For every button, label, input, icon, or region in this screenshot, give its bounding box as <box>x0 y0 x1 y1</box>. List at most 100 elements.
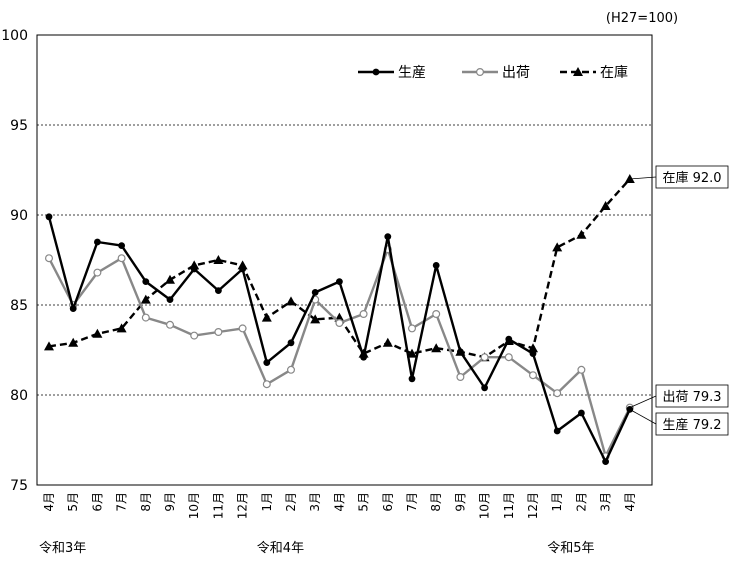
data-point <box>578 409 585 417</box>
x-tick-label: 6月 <box>90 492 104 512</box>
data-point <box>92 328 103 338</box>
callout-leader <box>629 395 657 408</box>
data-point <box>238 324 247 333</box>
x-tick-label: 4月 <box>623 492 637 512</box>
callout-label: 出荷 79.3 <box>662 390 721 405</box>
data-point <box>624 174 635 183</box>
y-tick-label: 90 <box>10 208 28 224</box>
x-tick-label: 5月 <box>66 492 80 512</box>
data-point <box>335 319 344 328</box>
x-tick-label: 6月 <box>381 492 395 512</box>
data-point <box>528 343 538 353</box>
data-point <box>602 458 609 465</box>
data-point <box>577 365 586 374</box>
data-point <box>552 242 563 252</box>
data-point <box>69 305 77 312</box>
data-point <box>215 287 222 294</box>
data-point <box>408 324 417 333</box>
data-point <box>359 310 368 319</box>
data-point <box>480 353 489 362</box>
data-point <box>140 294 151 304</box>
x-tick-label: 10月 <box>478 492 492 519</box>
x-tick-label: 11月 <box>502 492 516 519</box>
x-tick-label: 2月 <box>574 492 588 512</box>
callout-leader <box>629 176 657 180</box>
data-point <box>360 353 367 361</box>
year-label: 令和5年 <box>547 541 594 556</box>
data-point <box>432 262 440 269</box>
x-tick-label: 3月 <box>599 492 613 512</box>
data-point <box>505 335 513 343</box>
data-point <box>529 350 537 357</box>
plot-frame <box>36 34 653 486</box>
data-point <box>408 375 416 383</box>
data-point <box>504 353 513 362</box>
series-line <box>47 216 631 463</box>
callout-box <box>655 412 729 436</box>
data-point <box>287 339 295 347</box>
data-point <box>626 406 634 413</box>
x-tick-label: 2月 <box>284 492 298 512</box>
data-point <box>190 331 199 340</box>
year-labels: 令和3年 令和4年 令和5年 <box>39 541 594 556</box>
data-point <box>44 254 53 263</box>
data-point <box>239 265 247 273</box>
year-label: 令和4年 <box>257 541 304 556</box>
x-tick-label: 9月 <box>163 492 177 512</box>
year-label: 令和3年 <box>39 541 86 556</box>
x-axis-ticks: 4月 5月 6月 7月 8月 9月 10月 11月 12月 1月 2月 3月 4月 5月 6月 7月 8月 9月 1… <box>42 492 637 519</box>
data-point <box>431 343 442 353</box>
y-tick-label: 85 <box>10 298 28 314</box>
data-point <box>214 328 223 337</box>
data-point <box>481 384 488 392</box>
legend: 生産 出荷 在庫 <box>358 64 628 81</box>
unit-note: (H27=100) <box>606 11 678 26</box>
data-point <box>553 389 562 398</box>
series-lines <box>44 174 635 465</box>
x-tick-label: 7月 <box>405 492 419 512</box>
data-point <box>311 289 319 296</box>
y-tick-label: 95 <box>10 118 28 134</box>
x-tick-label: 1月 <box>550 492 564 512</box>
data-point <box>432 310 441 319</box>
data-point <box>68 337 79 347</box>
legend-marker <box>573 67 583 76</box>
y-axis-ticks: 75 80 85 90 95 100 <box>1 28 28 494</box>
callout-label: 在庫 92.0 <box>662 171 721 186</box>
data-point <box>93 268 102 277</box>
x-tick-label: 3月 <box>308 492 322 512</box>
data-point <box>384 233 392 241</box>
legend-marker <box>476 67 485 76</box>
callout-box <box>655 165 729 189</box>
series-出荷 <box>44 245 634 461</box>
data-point <box>407 348 417 358</box>
data-point <box>94 238 101 246</box>
series-生産 <box>45 213 634 465</box>
x-tick-label: 12月 <box>526 492 540 519</box>
x-tick-label: 8月 <box>429 492 443 512</box>
data-point <box>456 373 465 382</box>
legend-marker <box>372 68 380 76</box>
data-point <box>553 427 561 435</box>
data-point <box>166 320 175 329</box>
x-tick-label: 5月 <box>357 492 371 512</box>
data-point <box>213 255 224 264</box>
data-point <box>261 312 272 322</box>
data-point <box>190 265 198 273</box>
x-tick-label: 4月 <box>42 492 56 512</box>
data-point <box>286 296 296 306</box>
legend-label: 在庫 <box>600 64 628 81</box>
callout-label: 生産 79.2 <box>662 417 721 433</box>
data-point <box>142 278 150 285</box>
data-point <box>45 213 53 221</box>
value-callouts: 在庫 92.0 出荷 79.3 生産 79.2 <box>629 165 729 436</box>
data-point <box>382 337 393 347</box>
data-point <box>528 371 537 380</box>
data-point <box>310 314 321 324</box>
x-tick-label: 8月 <box>139 492 153 512</box>
legend-label: 生産 <box>398 65 426 81</box>
callout-leader <box>629 409 657 425</box>
x-tick-label: 4月 <box>332 492 346 512</box>
data-point <box>44 341 54 351</box>
x-tick-label: 10月 <box>187 492 201 519</box>
